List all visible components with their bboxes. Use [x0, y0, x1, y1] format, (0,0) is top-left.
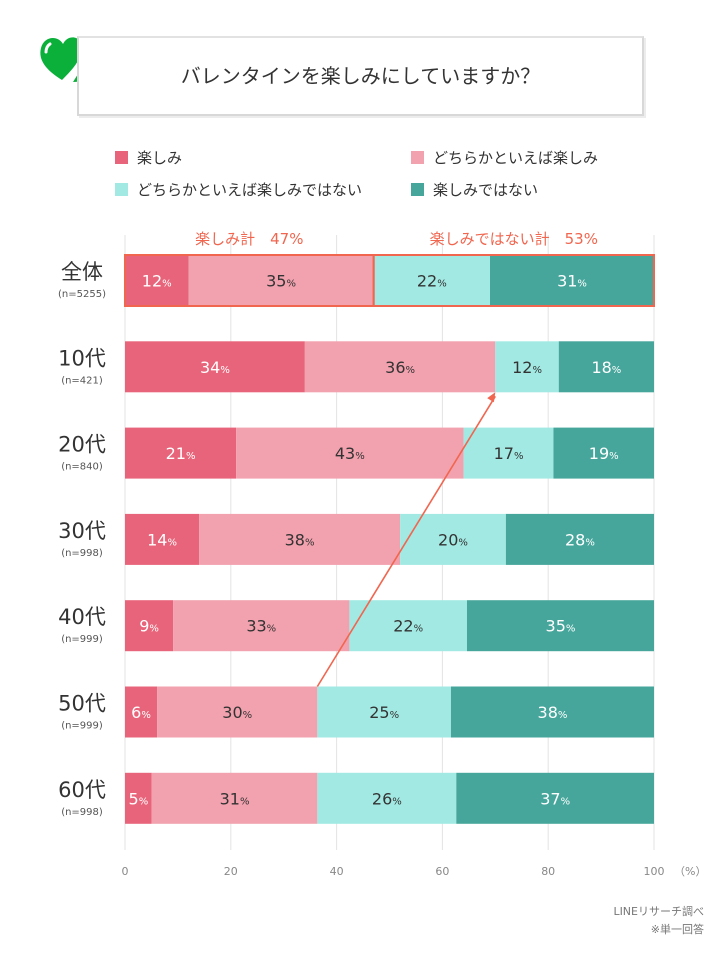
bar-segment: [466, 600, 654, 652]
bar-segment: [125, 341, 305, 393]
bar-segment: [373, 255, 491, 306]
annotation-enjoy-total: 楽しみ計 47%: [195, 230, 303, 248]
legend-label: どちらかといえば楽しみ: [433, 149, 599, 167]
bar-segment: [456, 772, 654, 824]
category-label: 40代: [58, 605, 106, 629]
bar-segment: [125, 513, 200, 565]
bar-segment: [490, 255, 654, 306]
bar-segment: [349, 600, 467, 652]
chart-title: バレンタインを楽しみにしていますか？: [180, 64, 541, 88]
bar-segment: [125, 255, 189, 306]
category-label: 60代: [58, 778, 106, 802]
bar-segment: [151, 772, 318, 824]
bar-segment: [125, 686, 158, 738]
legend-item-not-enjoy: 楽しみではない: [411, 179, 538, 200]
bar-segment: [450, 686, 654, 738]
category-label: 10代: [58, 346, 106, 370]
bar-segment: [173, 600, 350, 652]
x-tick-label: 40: [330, 865, 344, 878]
bar-segment: [125, 772, 152, 824]
source-text: LINEリサーチ調べ: [613, 905, 704, 918]
x-tick-label: 0: [122, 865, 129, 878]
bar-segment: [495, 341, 559, 393]
bar-segment: [304, 341, 496, 393]
legend-label: 楽しみ: [137, 149, 183, 167]
category-n-label: (n=999): [61, 634, 103, 645]
category-n-label: (n=840): [61, 462, 103, 473]
bar-segment: [463, 427, 554, 479]
bar-segment: [553, 427, 654, 479]
highlight-box-not-enjoy: [372, 254, 655, 307]
legend-label: どちらかといえば楽しみではない: [137, 181, 363, 199]
category-n-label: (n=421): [61, 375, 103, 386]
category-n-label: (n=998): [61, 548, 103, 559]
category-label: 全体: [61, 260, 103, 284]
arrow-line: [316, 395, 496, 687]
x-tick-label: 80: [541, 865, 555, 878]
bar-segment: [505, 513, 654, 565]
category-n-label: (n=5255): [58, 289, 106, 300]
category-label: 50代: [58, 692, 106, 716]
note-text: ※単一回答: [650, 923, 704, 936]
legend-item-enjoy: 楽しみ: [115, 147, 182, 168]
annotation-not-enjoy-total: 楽しみではない計 53%: [430, 230, 598, 248]
x-tick-label: 60: [435, 865, 449, 878]
bar-segment: [317, 686, 451, 738]
bar-segment: [125, 427, 237, 479]
bar-segment: [157, 686, 318, 738]
legend-item-somewhat-not: どちらかといえば楽しみではない: [115, 179, 362, 200]
bar-segment: [188, 255, 374, 306]
category-n-label: (n=998): [61, 807, 103, 818]
bar-segment: [317, 772, 457, 824]
category-n-label: (n=999): [61, 721, 103, 732]
chart-title-box: バレンタインを楽しみにしていますか？: [77, 36, 644, 116]
bar-segment: [236, 427, 464, 479]
legend-label: 楽しみではない: [433, 181, 539, 199]
legend-swatch: [411, 183, 424, 196]
legend-swatch: [411, 151, 424, 164]
bar-segment: [199, 513, 401, 565]
legend-swatch: [115, 183, 128, 196]
bar-segment: [125, 600, 174, 652]
category-label: 20代: [58, 433, 106, 457]
x-tick-label: 20: [224, 865, 238, 878]
legend-swatch: [115, 151, 128, 164]
bar-segment: [558, 341, 654, 393]
x-tick-label: 100: [644, 865, 665, 878]
arrow-head-icon: [487, 392, 496, 403]
category-label: 30代: [58, 519, 106, 543]
legend-item-somewhat-enjoy: どちらかといえば楽しみ: [411, 147, 598, 168]
x-unit-label: （%）: [674, 865, 706, 878]
